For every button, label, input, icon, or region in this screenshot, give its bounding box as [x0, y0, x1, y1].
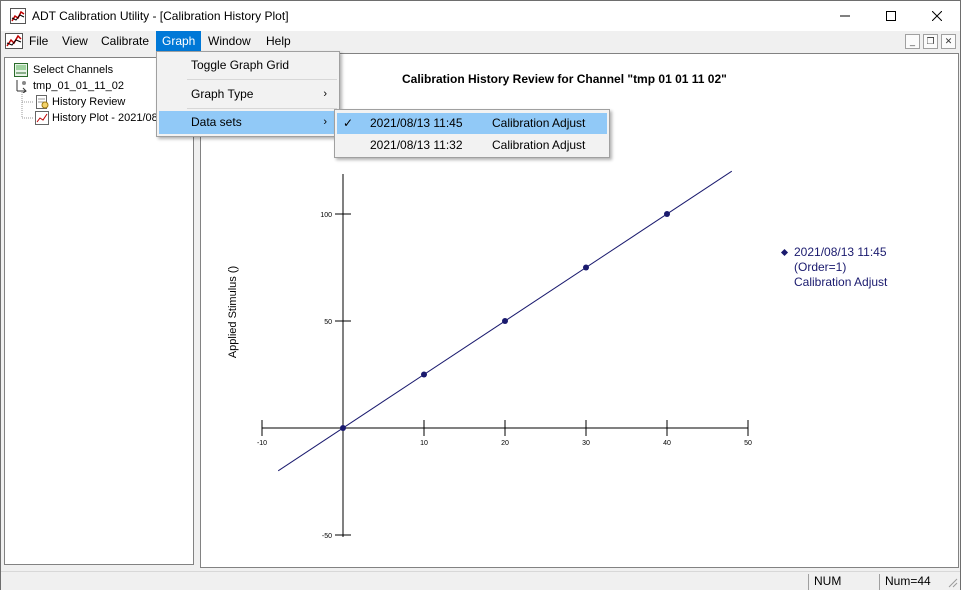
- mdi-minimize-button[interactable]: _: [905, 34, 920, 49]
- chevron-right-icon: ›: [323, 88, 327, 100]
- channel-tree-panel[interactable]: Select Channels tmp_01_01_11_02 History …: [4, 57, 194, 565]
- dataset-item-1-date: 2021/08/13 11:45: [370, 116, 463, 130]
- history-plot-icon: [35, 111, 49, 125]
- legend-series-order: (Order=1): [794, 260, 847, 274]
- dataset-item-2[interactable]: 2021/08/13 11:32 Calibration Adjust: [337, 135, 607, 156]
- dataset-item-1[interactable]: ✓ 2021/08/13 11:45 Calibration Adjust: [337, 113, 607, 134]
- x-tick-label: 10: [420, 440, 428, 447]
- chart-app-icon: [10, 8, 26, 24]
- datasets-submenu: ✓ 2021/08/13 11:45 Calibration Adjust 20…: [334, 109, 610, 158]
- x-tick-label: 50: [744, 440, 752, 447]
- mdi-close-button[interactable]: ✕: [941, 34, 956, 49]
- x-tick-label: 40: [663, 440, 671, 447]
- graph-menu-dropdown: Toggle Graph Grid Graph Type › Data sets…: [156, 51, 340, 137]
- document-chart-icon[interactable]: [5, 33, 23, 49]
- close-button[interactable]: [914, 1, 960, 31]
- y-tick-label: 50: [324, 319, 332, 326]
- menu-separator: [187, 79, 337, 80]
- plot-title: Calibration History Review for Channel "…: [402, 72, 727, 86]
- calibration-plot: -10 10 20 30 40 50 100 50 -50: [257, 170, 752, 540]
- channel-select-icon: [14, 63, 28, 77]
- dataset-item-1-desc: Calibration Adjust: [492, 116, 586, 130]
- minimize-icon: [840, 15, 850, 17]
- close-icon: ✕: [944, 36, 953, 46]
- history-review-icon: [36, 95, 49, 109]
- restore-icon: ❐: [926, 36, 935, 46]
- title-bar[interactable]: ADT Calibration Utility - [Calibration H…: [1, 1, 960, 31]
- y-tick-label: 100: [320, 212, 332, 219]
- status-bar: NUM Num=44: [1, 571, 960, 590]
- menu-item-data-sets-label: Data sets: [191, 115, 242, 129]
- status-num-lock: NUM: [808, 574, 846, 590]
- legend-series-date: 2021/08/13 11:45: [794, 245, 887, 259]
- dataset-item-2-date: 2021/08/13 11:32: [370, 138, 463, 152]
- menu-calibrate[interactable]: Calibrate: [101, 34, 150, 48]
- menu-item-data-sets[interactable]: Data sets ›: [159, 111, 337, 134]
- tree-item-history-review[interactable]: History Review: [52, 96, 126, 108]
- menu-graph[interactable]: Graph: [156, 31, 202, 51]
- menu-item-graph-type[interactable]: Graph Type ›: [159, 83, 337, 106]
- data-point: [502, 318, 508, 324]
- menu-item-toggle-grid-label: Toggle Graph Grid: [191, 58, 290, 72]
- channel-branch-icon: [16, 80, 27, 93]
- minimize-icon: _: [909, 36, 915, 46]
- data-point: [340, 425, 346, 431]
- mdi-restore-button[interactable]: ❐: [923, 34, 938, 49]
- maximize-button[interactable]: [868, 1, 914, 31]
- menu-bar: File View Calibrate Graph Window Help _ …: [1, 31, 960, 51]
- minimize-button[interactable]: [822, 1, 868, 31]
- menu-window[interactable]: Window: [208, 34, 251, 48]
- y-tick-label: -50: [322, 533, 332, 540]
- menu-view[interactable]: View: [62, 34, 88, 48]
- menu-separator: [187, 108, 337, 109]
- data-point: [664, 211, 670, 217]
- data-point: [421, 371, 427, 378]
- legend: 2021/08/13 11:45 (Order=1) Calibration A…: [780, 245, 888, 290]
- menu-item-toggle-grid[interactable]: Toggle Graph Grid: [159, 54, 337, 77]
- resize-grip-icon[interactable]: [947, 577, 958, 588]
- dataset-item-2-desc: Calibration Adjust: [492, 138, 586, 152]
- menu-item-graph-type-label: Graph Type: [191, 87, 254, 101]
- legend-series-desc: Calibration Adjust: [794, 275, 888, 289]
- menu-file[interactable]: File: [29, 34, 49, 48]
- menu-help[interactable]: Help: [266, 34, 291, 48]
- x-tick-label: 20: [501, 440, 509, 447]
- tree-item-select-channels[interactable]: Select Channels: [33, 64, 114, 76]
- close-icon: [932, 11, 942, 21]
- data-point: [583, 264, 589, 271]
- status-count: Num=44: [879, 574, 941, 590]
- check-icon: ✓: [343, 116, 354, 130]
- chevron-right-icon: ›: [323, 116, 327, 128]
- tree-item-history-plot[interactable]: History Plot - 2021/08: [52, 112, 158, 124]
- x-tick-label: 30: [582, 440, 590, 447]
- x-tick-label: -10: [257, 440, 267, 447]
- tree-connector-lines: [21, 92, 33, 119]
- tree-item-channel[interactable]: tmp_01_01_11_02: [33, 80, 124, 92]
- maximize-icon: [886, 11, 896, 21]
- window-title: ADT Calibration Utility - [Calibration H…: [32, 9, 289, 23]
